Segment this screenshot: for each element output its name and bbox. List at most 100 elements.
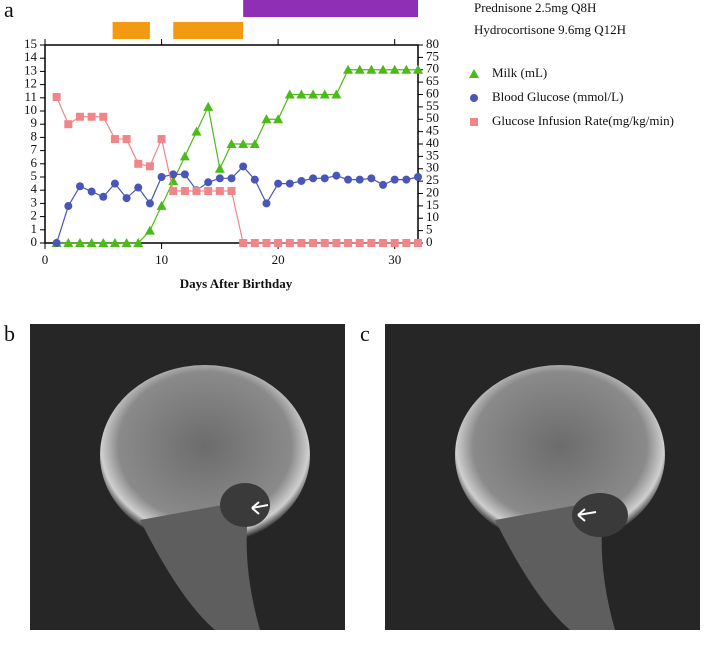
arrow	[251, 501, 269, 515]
y-tick-label: 14	[24, 49, 38, 64]
y-tick-label: 8	[31, 128, 38, 143]
y-tick-label: 12	[24, 76, 37, 91]
y-tick-label: 9	[31, 115, 38, 130]
marker	[156, 200, 167, 210]
marker	[168, 176, 179, 186]
marker	[64, 120, 73, 129]
marker	[75, 182, 84, 191]
y2-tick-label: 20	[426, 184, 439, 199]
y2-tick-label: 10	[426, 209, 439, 224]
legend-marker	[470, 94, 478, 102]
marker	[390, 239, 399, 247]
marker	[332, 239, 341, 247]
marker	[355, 175, 364, 184]
marker	[134, 183, 143, 192]
mri-lesion	[572, 493, 628, 537]
marker	[215, 187, 224, 196]
marker	[180, 187, 189, 196]
marker	[261, 114, 272, 124]
mri-lesion	[220, 483, 270, 527]
marker	[297, 239, 306, 247]
y2-tick-label: 70	[426, 61, 439, 76]
marker	[227, 187, 236, 196]
panel-label: a	[4, 0, 14, 22]
marker	[285, 179, 294, 188]
marker	[87, 112, 96, 121]
x-tick-label: 30	[388, 252, 401, 267]
y2-tick-label: 5	[426, 222, 433, 237]
marker	[145, 162, 154, 171]
marker	[367, 239, 376, 247]
series-line	[56, 165, 419, 244]
marker	[331, 89, 342, 99]
marker	[74, 238, 85, 247]
marker	[262, 239, 271, 247]
marker	[122, 194, 131, 203]
y2-tick-label: 60	[426, 85, 439, 100]
series-line	[56, 96, 418, 244]
y2-tick-label: 75	[426, 48, 439, 63]
marker	[179, 151, 190, 161]
marker	[367, 174, 376, 183]
marker	[110, 179, 119, 188]
marker	[134, 159, 143, 168]
y-tick-label: 3	[31, 194, 38, 209]
x-tick-label: 20	[272, 252, 285, 267]
marker	[121, 238, 132, 247]
marker	[192, 187, 201, 196]
marker	[64, 202, 73, 211]
legend-marker	[469, 69, 479, 78]
y2-tick-label: 65	[426, 73, 439, 88]
marker	[227, 174, 236, 183]
marker	[99, 112, 108, 121]
marker	[402, 175, 411, 184]
marker	[239, 239, 248, 247]
marker	[169, 187, 178, 196]
arrow	[577, 508, 597, 522]
marker	[145, 199, 154, 208]
panel-label: c	[360, 321, 370, 346]
marker	[413, 64, 423, 74]
marker	[401, 64, 412, 74]
marker	[86, 238, 97, 247]
treatment-label: Prednisone 2.5mg Q8H	[474, 0, 596, 15]
marker	[52, 92, 61, 101]
y-tick-label: 10	[24, 102, 37, 117]
y2-tick-label: 50	[426, 110, 439, 125]
marker	[285, 239, 294, 247]
marker	[87, 187, 96, 196]
marker	[309, 174, 318, 183]
marker	[297, 176, 306, 185]
marker	[52, 239, 61, 247]
y-tick-label: 4	[31, 181, 38, 196]
marker	[344, 239, 353, 247]
y2-tick-label: 35	[426, 147, 439, 162]
marker	[226, 139, 237, 148]
marker	[169, 170, 178, 179]
marker	[110, 135, 119, 144]
marker	[296, 89, 307, 99]
marker	[402, 239, 411, 247]
marker	[274, 179, 283, 188]
y-tick-label: 1	[31, 221, 38, 236]
marker	[144, 225, 155, 235]
marker	[214, 163, 225, 173]
marker	[308, 89, 319, 99]
y-tick-label: 7	[31, 142, 38, 157]
y2-tick-label: 30	[426, 160, 439, 175]
marker	[250, 175, 259, 184]
marker	[309, 239, 318, 247]
x-axis-label: Days After Birthday	[180, 276, 293, 291]
y-tick-label: 2	[31, 208, 38, 223]
marker	[99, 192, 108, 201]
treatment-bar	[112, 22, 150, 39]
marker	[414, 239, 422, 247]
x-tick-label: 10	[155, 252, 168, 267]
legend-label: Milk (mL)	[492, 65, 547, 80]
marker	[355, 239, 364, 247]
marker	[379, 180, 388, 189]
marker	[390, 175, 399, 184]
marker	[273, 114, 284, 124]
y-tick-label: 15	[24, 36, 37, 51]
